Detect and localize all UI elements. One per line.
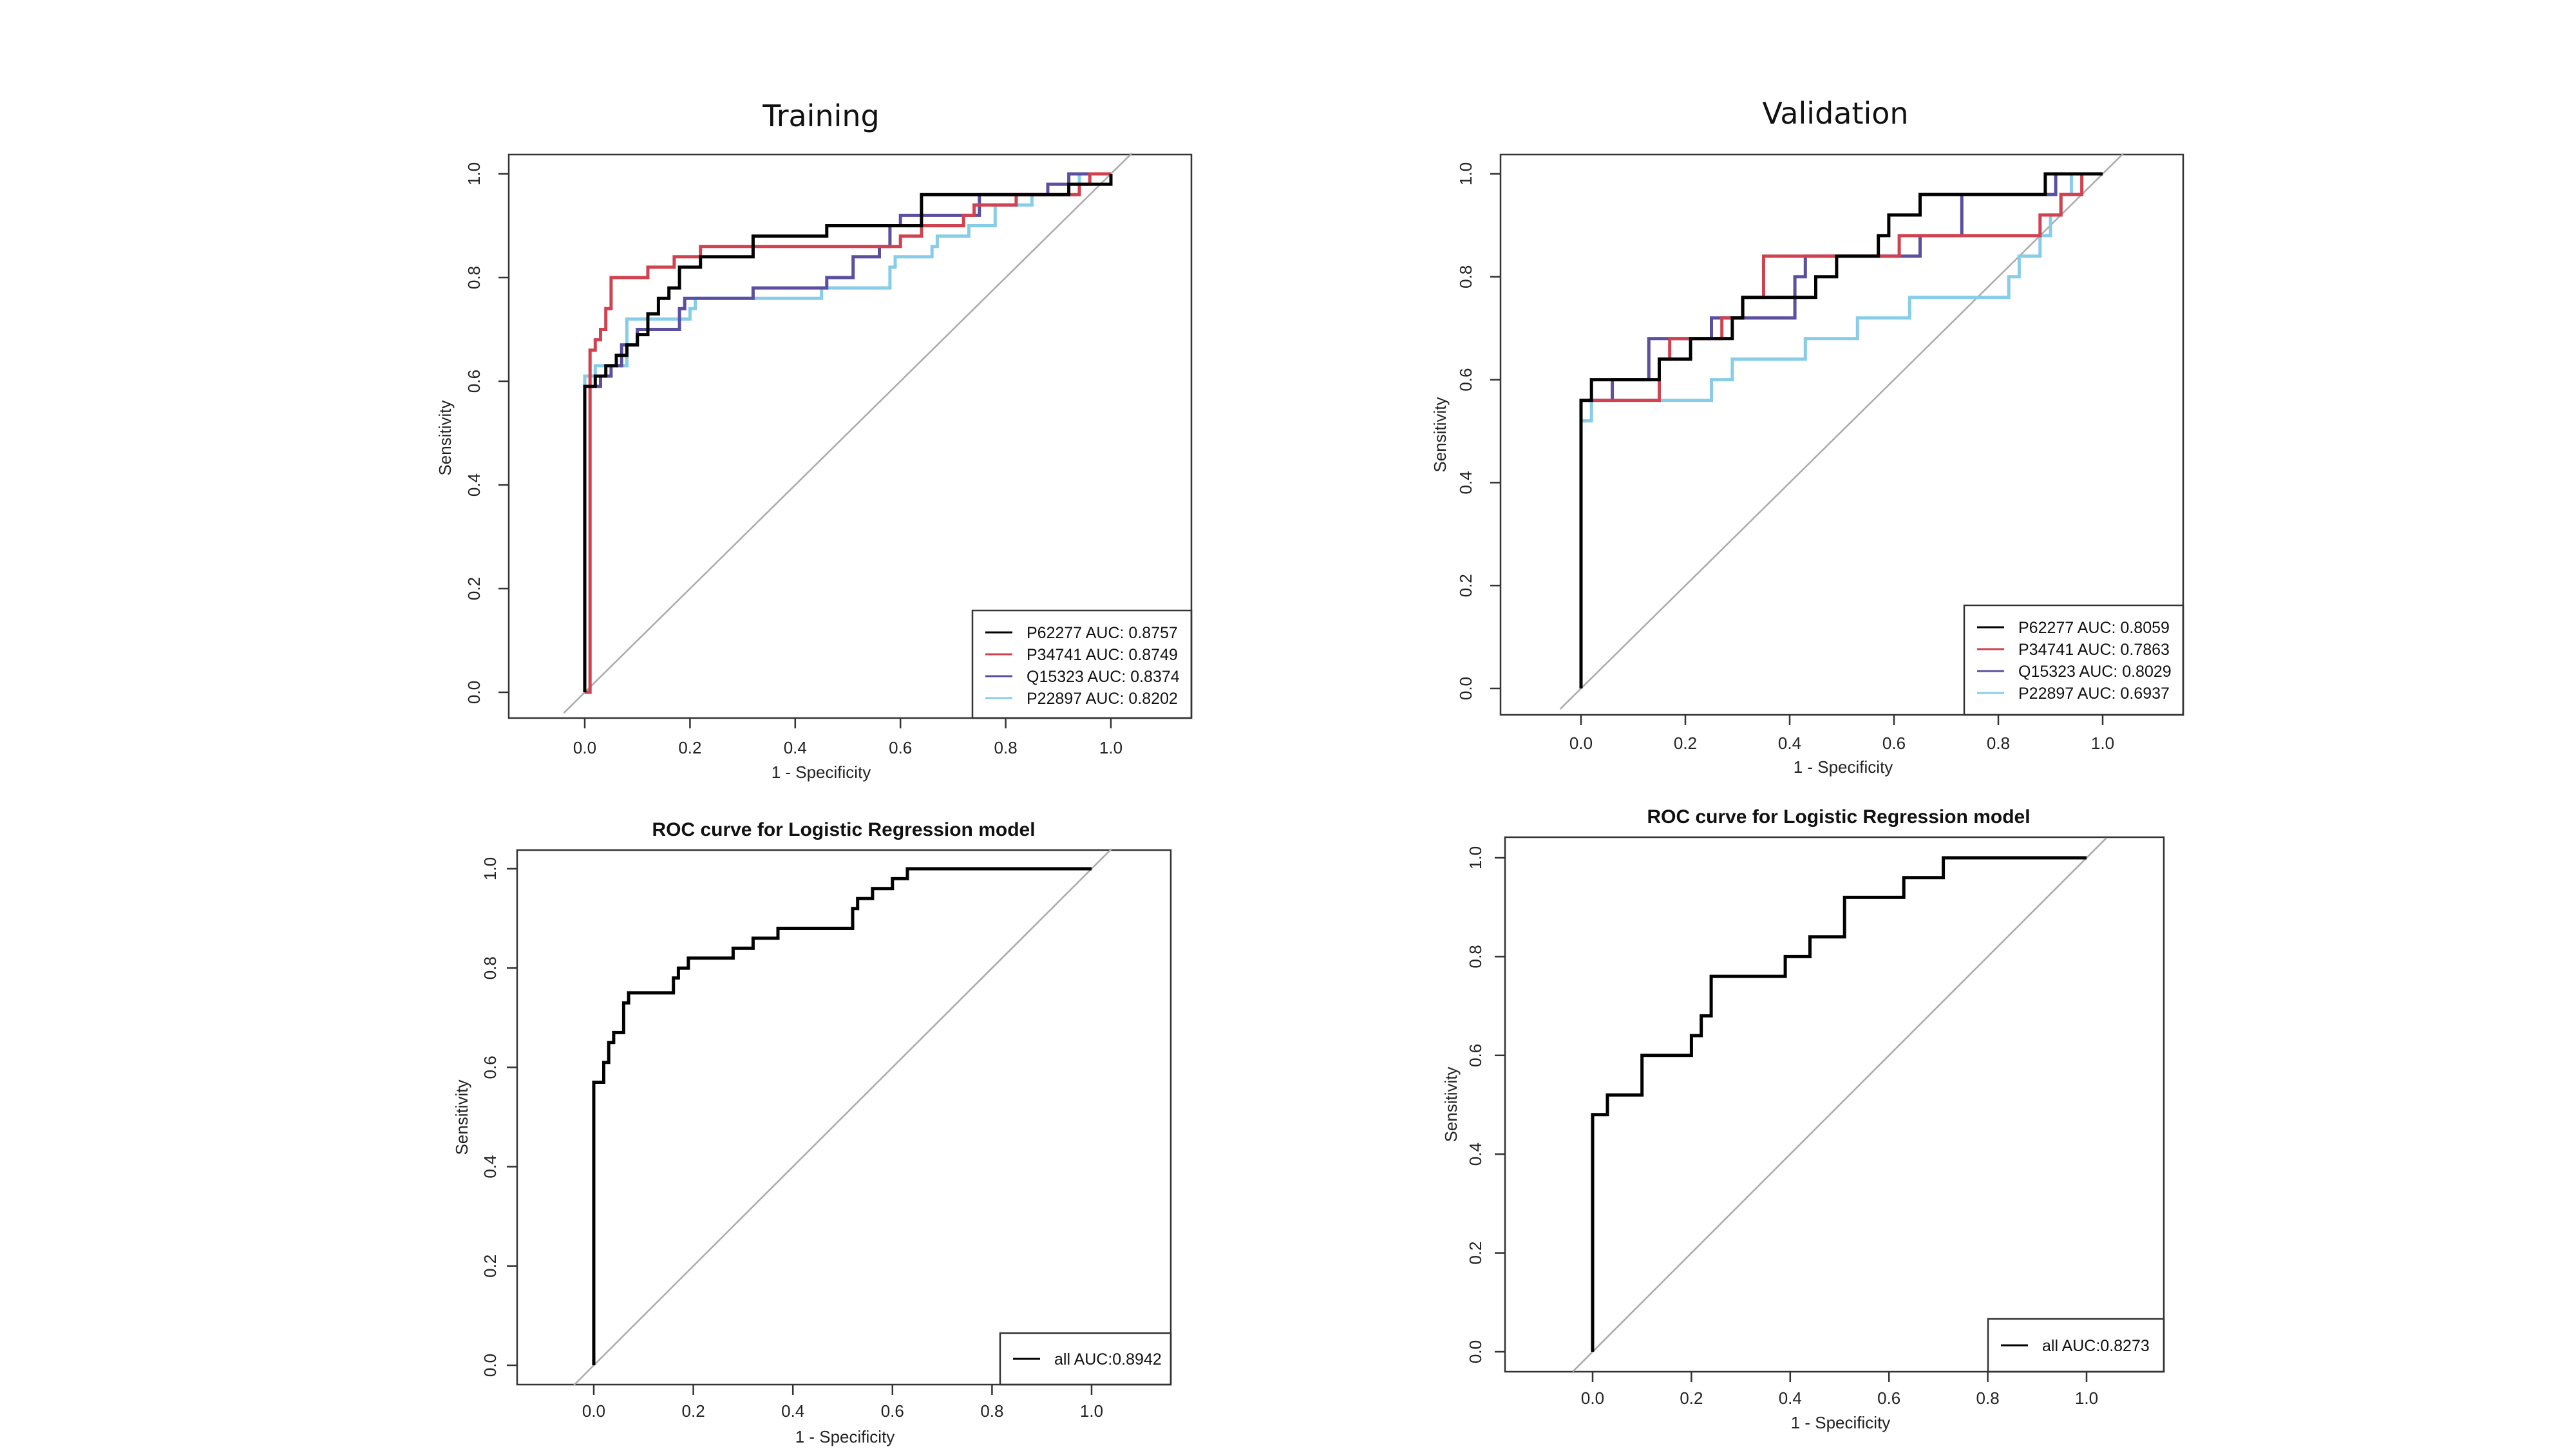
roc-curve-p62277 (583, 174, 1113, 692)
y-tick-label: 1.0 (480, 857, 500, 880)
legend-entry: Q15323 AUC: 0.8374 (1027, 668, 1180, 686)
roc-curve-all (1591, 856, 2087, 1352)
x-axis-label: 1 - Specificity (795, 1427, 895, 1446)
roc-curve-p62277 (1579, 172, 2103, 688)
plot-frame (516, 849, 1172, 1386)
x-tick-label: 0.8 (980, 1401, 1003, 1421)
reference-diagonal-line (573, 848, 1112, 1386)
y-tick-label: 0.0 (480, 1354, 500, 1377)
x-tick-label: 0.0 (573, 738, 596, 757)
x-tick-label: 0.6 (889, 738, 912, 757)
validation-logistic-roc-panel: ROC curve for Logistic Regression model … (1441, 806, 2165, 1432)
y-tick-label: 0.6 (1456, 368, 1475, 392)
y-tick-label: 0.2 (464, 577, 484, 600)
y-tick-label: 1.0 (1456, 162, 1475, 185)
legend-entry: Q15323 AUC: 0.8029 (2018, 663, 2172, 681)
legend-entry: all AUC:0.8273 (2042, 1337, 2150, 1355)
y-axis-label: Sensitivity (435, 400, 455, 475)
y-tick-label: 0.4 (464, 473, 484, 497)
legend-entry: P22897 AUC: 0.6937 (2018, 685, 2170, 703)
reference-diagonal-line (1572, 837, 2107, 1372)
y-tick-label: 0.0 (1466, 1340, 1485, 1363)
roc-curve-all (592, 867, 1092, 1365)
x-tick-label: 0.8 (994, 738, 1018, 757)
plot-frame (1504, 836, 2165, 1373)
x-axis-label: 1 - Specificity (772, 762, 871, 782)
x-tick-label: 0.6 (1882, 734, 1906, 753)
x-tick-label: 0.4 (781, 1401, 804, 1421)
validation-roc-panel: Validation 0.0 0.2 0.4 0.6 0.8 1.0 0.0 0.2 0.4 0.… (1430, 96, 2184, 777)
x-tick-label: 0.6 (1877, 1388, 1900, 1408)
legend-entry: P22897 AUC: 0.8202 (1027, 690, 1178, 708)
training-roc-panel: Training 0.0 0.2 0.4 0.6 0.8 1.0 0.0 0.2 0.4 0.6 0… (435, 99, 1193, 782)
y-tick-label: 1.0 (464, 162, 484, 185)
y-tick-label: 0.4 (1466, 1142, 1485, 1166)
y-tick-label: 0.6 (464, 370, 484, 393)
legend-entry: P62277 AUC: 0.8757 (1027, 624, 1178, 642)
chart-title: Validation (1762, 96, 1908, 131)
y-tick-label: 1.0 (1466, 846, 1485, 869)
x-tick-label: 0.2 (1680, 1388, 1703, 1408)
x-tick-label: 0.0 (582, 1401, 605, 1421)
y-tick-label: 0.4 (480, 1155, 500, 1179)
x-tick-label: 1.0 (1080, 1401, 1103, 1421)
x-tick-label: 0.4 (1779, 1388, 1802, 1408)
x-tick-label: 0.4 (784, 738, 807, 757)
x-tick-label: 0.6 (881, 1401, 904, 1421)
x-tick-label: 1.0 (1099, 738, 1122, 757)
chart-title: ROC curve for Logistic Regression model (652, 819, 1035, 840)
x-tick-label: 0.4 (1778, 734, 1801, 753)
legend-box (971, 609, 1193, 719)
y-tick-label: 0.2 (480, 1255, 500, 1278)
legend-box (1987, 1318, 2165, 1373)
y-axis-label: Sensitivity (1430, 397, 1450, 472)
y-tick-label: 0.2 (1456, 574, 1475, 597)
legend-entry: P34741 AUC: 0.7863 (2018, 641, 2170, 659)
legend-entry: P62277 AUC: 0.8059 (2018, 619, 2170, 637)
x-tick-label: 0.2 (678, 738, 701, 757)
y-axis-label: Sensitivity (1441, 1066, 1461, 1142)
reference-diagonal-line (563, 152, 1133, 714)
chart-title: ROC curve for Logistic Regression model (1647, 806, 2030, 828)
y-tick-label: 0.6 (1466, 1044, 1485, 1067)
legend-box (1963, 604, 2184, 716)
chart-title: Training (762, 99, 880, 133)
training-logistic-roc-panel: ROC curve for Logistic Regression model … (452, 819, 1172, 1446)
legend-box (999, 1332, 1172, 1386)
y-axis-label: Sensitivity (452, 1079, 471, 1155)
plot-frame (1499, 153, 2184, 716)
x-tick-label: 0.0 (1569, 734, 1593, 753)
x-axis-label: 1 - Specificity (1794, 757, 1893, 777)
plot-frame (507, 153, 1193, 719)
y-tick-label: 0.6 (480, 1056, 500, 1079)
x-tick-label: 0.8 (1976, 1388, 2000, 1408)
y-tick-label: 0.8 (1466, 945, 1485, 968)
y-tick-label: 0.8 (1456, 265, 1475, 289)
y-tick-label: 0.0 (464, 681, 484, 704)
x-tick-label: 0.8 (1987, 734, 2010, 753)
x-tick-label: 1.0 (2075, 1388, 2098, 1408)
x-tick-label: 0.2 (682, 1401, 705, 1421)
reference-diagonal-line (1559, 153, 2125, 710)
legend-entry: P34741 AUC: 0.8749 (1027, 646, 1178, 664)
legend-entry: all AUC:0.8942 (1054, 1350, 1162, 1368)
y-tick-label: 0.2 (1466, 1242, 1485, 1265)
y-tick-label: 0.8 (464, 266, 484, 289)
y-tick-label: 0.8 (480, 956, 500, 980)
x-tick-label: 0.0 (1581, 1388, 1604, 1408)
x-tick-label: 0.2 (1674, 734, 1697, 753)
x-axis-label: 1 - Specificity (1791, 1413, 1891, 1432)
y-tick-label: 0.4 (1456, 471, 1475, 494)
x-tick-label: 1.0 (2091, 734, 2114, 753)
y-tick-label: 0.0 (1456, 677, 1475, 700)
